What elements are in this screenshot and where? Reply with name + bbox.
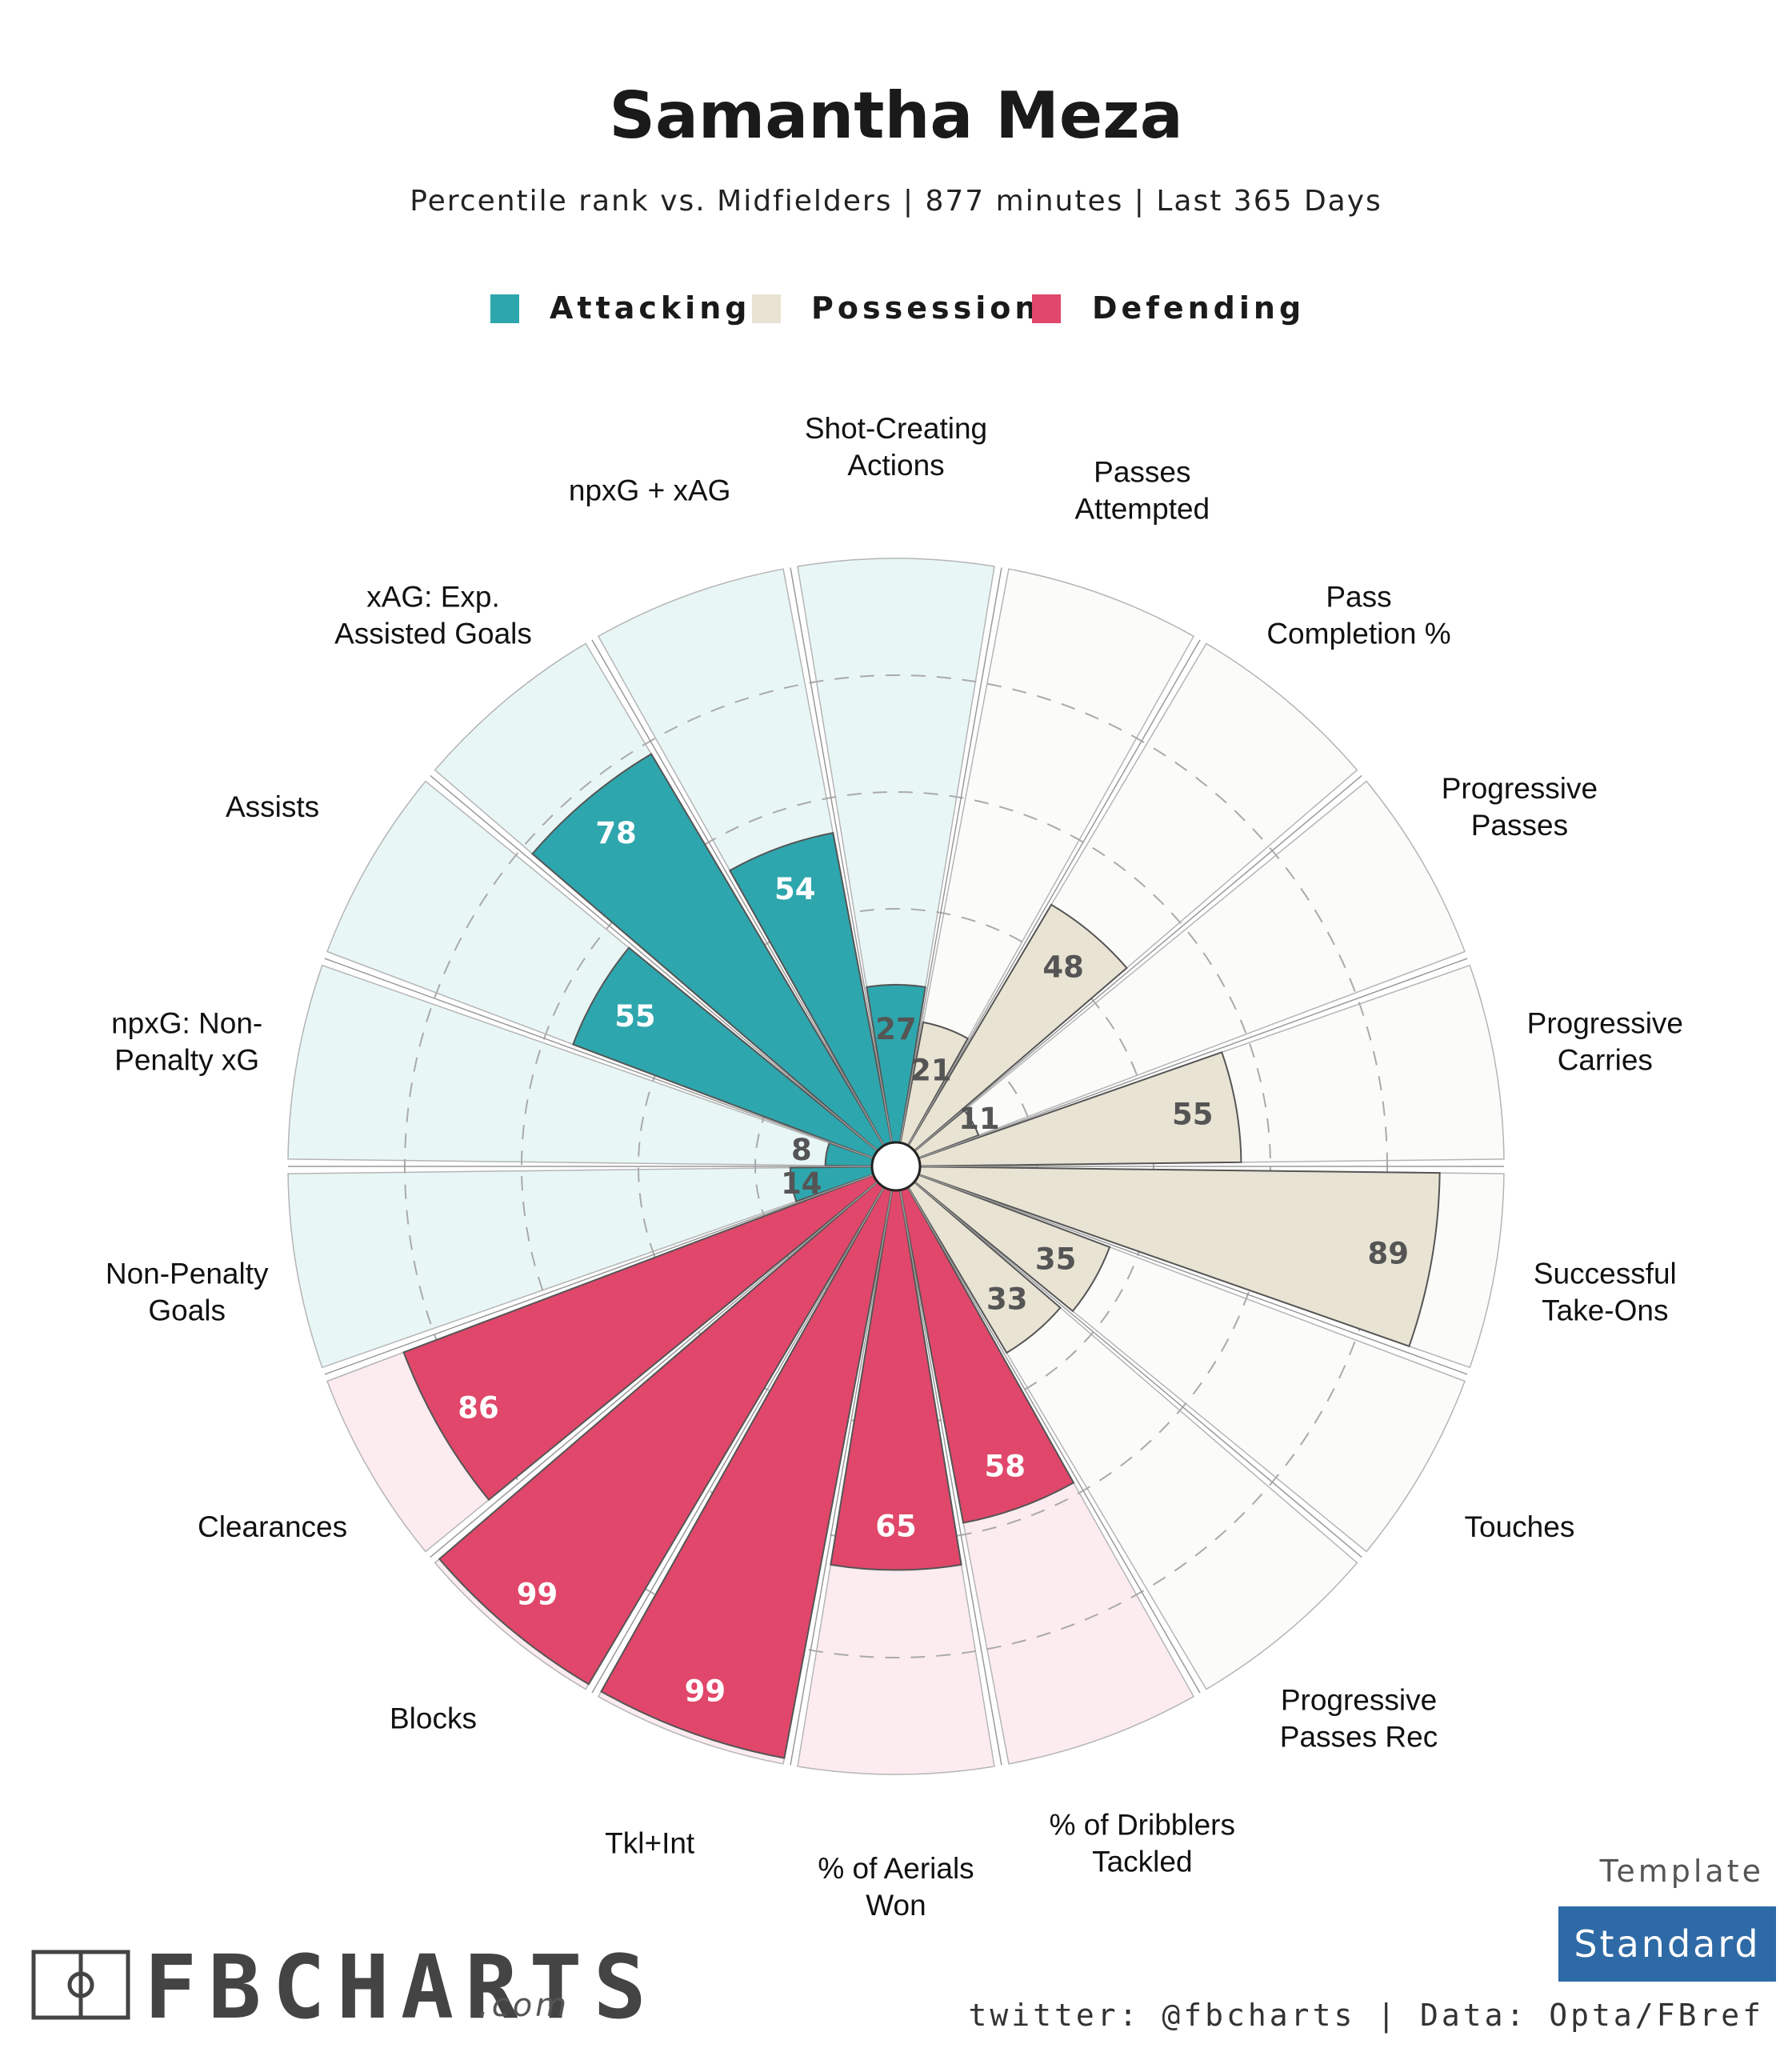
chart-subtitle: Percentile rank vs. Midfielders | 877 mi… — [410, 185, 1382, 218]
slice-divider — [430, 774, 878, 1152]
category-label-assists: Assists — [226, 790, 319, 823]
category-label-successful-take-ons: Successful Take-Ons — [1534, 1257, 1677, 1326]
value-label-pass-completion: 48 — [1042, 950, 1084, 985]
slice-divider — [907, 1186, 1201, 1694]
legend-label-attacking: Attacking — [550, 290, 750, 326]
value-label-shot-creating-actions: 27 — [875, 1012, 917, 1046]
legend-label-possession: Possession — [811, 290, 1040, 326]
slice-divider — [907, 639, 1201, 1146]
value-label-of-aerials-won: 65 — [875, 1510, 917, 1544]
category-label-blocks: Blocks — [390, 1702, 477, 1734]
logo-suffix: .com — [478, 1987, 570, 2024]
slice-divider — [918, 1174, 1468, 1375]
value-label-assists: 55 — [614, 999, 656, 1034]
category-label-progressive-passes-rec: Progressive Passes Rec — [1280, 1683, 1438, 1753]
value-label-touches: 35 — [1035, 1242, 1077, 1276]
category-label-of-dribblers-tackled: % of Dribblers Tackled — [1050, 1809, 1235, 1878]
slice-divider — [918, 958, 1468, 1159]
chart-title: Samantha Meza — [609, 78, 1182, 153]
value-label-npxg-non-penalty-xg: 8 — [791, 1133, 812, 1167]
pitch-icon-circle — [67, 1971, 94, 1998]
slice-divider — [899, 567, 1002, 1143]
value-label-xag-exp-assisted-goals: 78 — [595, 816, 637, 850]
slice-divider — [324, 1174, 874, 1375]
category-label-xag-exp-assisted-goals: xAG: Exp. Assisted Goals — [334, 581, 532, 650]
category-label-npxg-xag: npxG + xAG — [569, 474, 731, 506]
template-label: Template — [1599, 1854, 1764, 1889]
legend-swatch-defending — [1032, 294, 1061, 323]
template-badge — [1558, 1906, 1776, 1982]
logo-wordmark: FBCHARTS — [144, 1936, 658, 2038]
value-label-non-penalty-goals: 14 — [781, 1166, 822, 1201]
category-label-of-aerials-won: % of Aerials Won — [818, 1852, 974, 1922]
slice-divider — [591, 639, 885, 1146]
value-label-clearances: 86 — [458, 1390, 499, 1425]
category-label-non-penalty-goals: Non-Penalty Goals — [106, 1257, 269, 1326]
value-label-blocks: 99 — [517, 1577, 558, 1611]
legend: Attacking Possession Defending — [490, 290, 1305, 326]
slice-divider — [591, 1186, 885, 1694]
dividers — [288, 567, 1504, 1766]
category-label-passes-attempted: Passes Attempted — [1074, 455, 1210, 525]
data-credit: twitter: @fbcharts | Data: Opta/FBref — [969, 1998, 1764, 2034]
category-label-clearances: Clearances — [198, 1510, 347, 1543]
value-label-of-dribblers-tackled: 58 — [985, 1449, 1026, 1483]
value-label-progressive-passes: 11 — [958, 1102, 1000, 1136]
category-label-shot-creating-actions: Shot-Creating Actions — [805, 412, 987, 482]
category-label-tkl-int: Tkl+Int — [605, 1827, 695, 1860]
category-label-progressive-passes: Progressive Passes — [1442, 772, 1598, 842]
template-value: Standard — [1574, 1922, 1760, 1966]
value-label-passes-attempted: 21 — [910, 1053, 952, 1087]
value-label-npxg-xag: 54 — [774, 872, 816, 906]
category-label-npxg-non-penalty-xg: npxG: Non-Penalty xG — [111, 1007, 262, 1077]
value-label-progressive-passes-rec: 33 — [986, 1282, 1028, 1316]
category-label-touches: Touches — [1465, 1510, 1575, 1543]
value-label-progressive-carries: 55 — [1172, 1098, 1214, 1132]
slice-divider — [430, 1181, 878, 1558]
slice-divider — [790, 567, 893, 1143]
slice-divider — [914, 774, 1362, 1152]
value-label-successful-take-ons: 89 — [1367, 1236, 1409, 1270]
category-label-progressive-carries: Progressive Carries — [1527, 1007, 1683, 1077]
slice-divider — [914, 1181, 1362, 1558]
legend-label-defending: Defending — [1092, 290, 1305, 326]
bars — [402, 753, 1441, 1759]
slice-divider — [899, 1190, 1002, 1766]
center-hole — [870, 1141, 922, 1192]
category-label-pass-completion: Pass Completion % — [1266, 581, 1450, 650]
legend-swatch-attacking — [490, 294, 519, 323]
fbcharts-logo: FBCHARTS .com — [31, 1936, 658, 2038]
slice-divider — [790, 1190, 893, 1766]
value-label-tkl-int: 99 — [685, 1674, 726, 1709]
legend-swatch-possession — [752, 294, 781, 323]
category-labels: Shot-Creating Actions Passes Attempted Pass C… — [106, 412, 1683, 1922]
slice-divider — [324, 958, 874, 1159]
